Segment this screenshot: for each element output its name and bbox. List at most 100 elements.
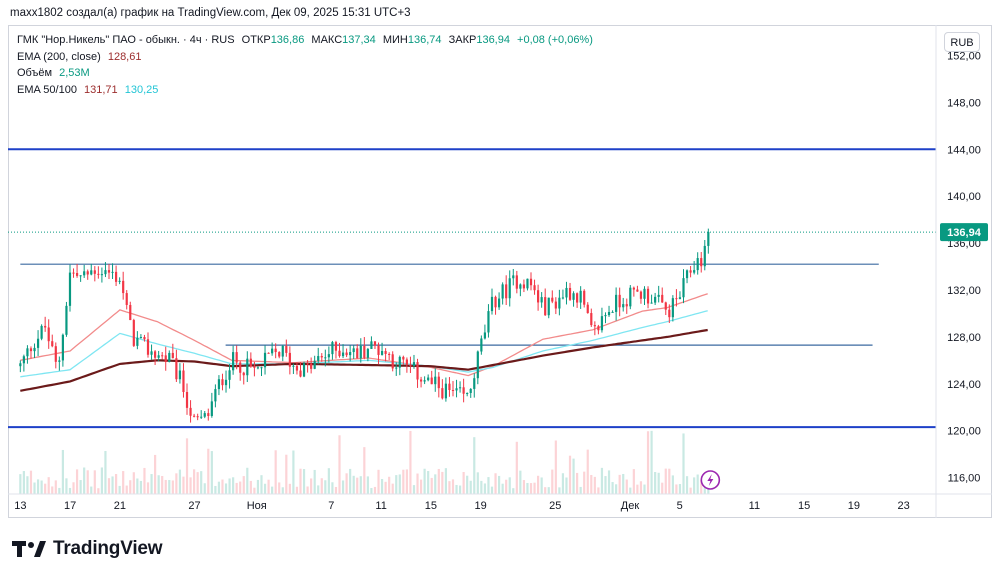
volume-bar — [639, 481, 643, 494]
volume-bar — [405, 469, 408, 494]
volume-bar — [544, 487, 547, 494]
volume-bar — [36, 479, 40, 494]
candle-body — [586, 304, 589, 314]
time-axis-label: 17 — [64, 500, 76, 512]
candle-body — [572, 293, 575, 300]
volume-bar — [505, 479, 508, 494]
volume-bar — [512, 488, 515, 494]
legend-volume-row[interactable]: Объём 2,53M — [17, 65, 593, 82]
volume-bar — [171, 480, 174, 494]
symbol-title[interactable]: ГМК "Нор.Никель" ПАО - обыкн. · 4ч · RUS — [17, 34, 235, 46]
candle-body — [476, 351, 479, 379]
candle-body — [221, 379, 224, 386]
volume-bar — [434, 474, 437, 494]
volume-bar — [292, 450, 295, 494]
volume-bar — [267, 479, 270, 494]
candle-body — [678, 297, 682, 299]
volume-bar — [146, 482, 150, 494]
candle-body — [235, 352, 238, 363]
volume-bar — [462, 472, 465, 494]
volume-bar — [281, 487, 284, 494]
top-caption-bar: maxx1802 создал(а) график на TradingView… — [0, 0, 1000, 26]
currency-button[interactable]: RUB — [944, 32, 980, 52]
candle-body — [40, 325, 43, 339]
candle-body — [590, 313, 593, 326]
candle-body — [90, 270, 93, 275]
volume-bar — [693, 477, 696, 494]
volume-bar — [497, 475, 501, 494]
candle-body — [618, 294, 621, 308]
volume-bar — [583, 471, 586, 494]
candle-body — [100, 274, 104, 276]
volume-bar — [359, 476, 362, 494]
candle-body — [310, 363, 313, 369]
volume-bar — [58, 487, 61, 494]
candle-body — [515, 275, 518, 289]
volume-bar — [661, 482, 664, 494]
candle-body — [380, 351, 384, 355]
volume-bar — [419, 479, 423, 494]
volume-bar — [646, 431, 650, 494]
volume-bar — [437, 468, 440, 494]
volume-bar — [86, 470, 89, 494]
candle-body — [547, 297, 550, 316]
time-axis-label: 21 — [114, 500, 126, 512]
legend-ema50-100-row[interactable]: EMA 50/100 131,71 130,25 — [17, 82, 593, 99]
volume-bar — [182, 476, 185, 494]
price-axis-label: 148,00 — [947, 97, 981, 109]
candle-body — [75, 272, 79, 276]
price-chart[interactable]: 116,00 120,00 124,00 128,00 132,00 136,00 140,… — [8, 25, 992, 518]
ema200-label: EMA (200, close) — [17, 50, 101, 63]
close-label: ЗАКР — [448, 34, 477, 46]
candle-body — [469, 388, 472, 393]
candle-body — [416, 362, 419, 380]
candle-body — [331, 342, 334, 355]
candle-body — [97, 273, 100, 275]
candle-body — [313, 360, 316, 369]
volume-bar — [274, 450, 277, 494]
candle-body — [132, 320, 135, 346]
volume-bar — [363, 447, 366, 494]
candle-body — [632, 287, 635, 290]
tradingview-logo[interactable]: TradingView — [12, 537, 163, 561]
candle-body — [19, 363, 22, 367]
candle-body — [146, 339, 150, 355]
volume-bar — [93, 470, 96, 494]
candle-body — [434, 376, 437, 385]
volume-bar — [490, 486, 494, 494]
candle-body — [171, 352, 174, 359]
candle-body — [366, 348, 369, 358]
candle-body — [175, 358, 178, 380]
volume-bar — [664, 468, 667, 494]
candle-body — [285, 345, 288, 353]
volume-bar — [423, 468, 426, 494]
candle-body — [409, 364, 412, 367]
candles — [19, 228, 710, 423]
volume-bar — [349, 468, 352, 494]
candle-body — [232, 352, 235, 371]
candle-body — [224, 379, 228, 386]
volume-bar — [246, 467, 249, 494]
candle-body — [466, 392, 469, 394]
candle-body — [480, 338, 483, 352]
legend-ema200-row[interactable]: EMA (200, close) 128,61 — [17, 49, 593, 66]
candle-body — [462, 387, 465, 394]
volume-bar — [483, 483, 487, 494]
volume-bar — [61, 449, 64, 494]
candle-body — [242, 372, 245, 376]
volume-bar — [341, 480, 345, 494]
close-value: 136,94 — [476, 34, 510, 46]
volume-bar — [324, 480, 327, 494]
volume-bar — [487, 477, 490, 494]
volume-bar — [196, 472, 199, 494]
candle-body — [345, 352, 348, 356]
volume-bar — [494, 473, 497, 494]
candle-body — [278, 352, 281, 357]
volume-bar — [33, 482, 36, 494]
candle-body — [193, 415, 196, 417]
chart-frame — [8, 25, 992, 518]
volume-bar — [168, 480, 171, 494]
volume-bar — [253, 487, 256, 494]
price-axis-label: 152,00 — [947, 50, 981, 62]
candle-body — [139, 337, 143, 339]
